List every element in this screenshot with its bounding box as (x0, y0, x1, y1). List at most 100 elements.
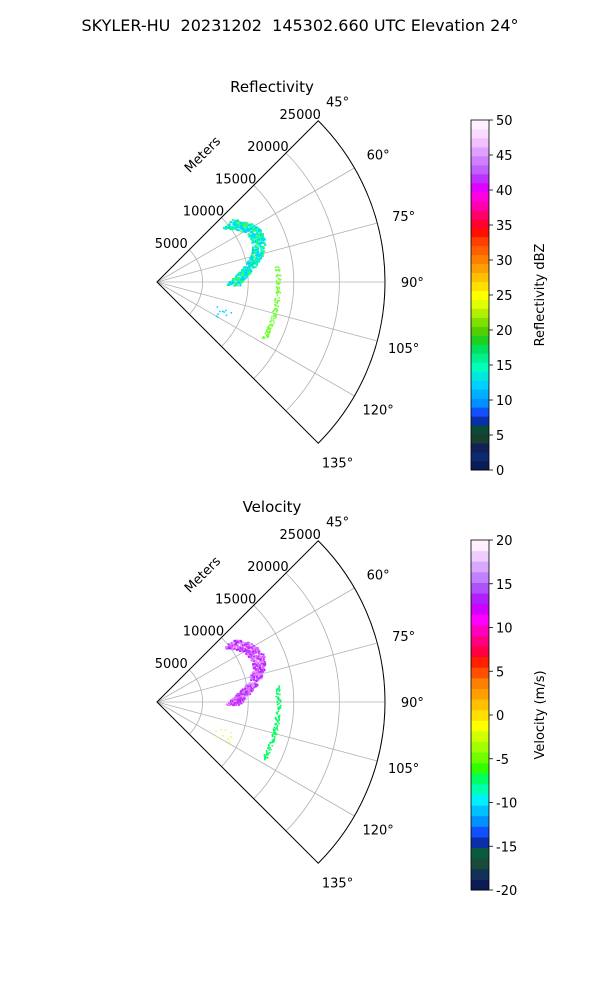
echo-pixel (225, 314, 228, 317)
echo-pixel (231, 648, 234, 651)
azimuth-tick-label: 135° (322, 457, 353, 472)
echo-pixel (256, 231, 259, 234)
echo-pixel (262, 654, 265, 657)
colorbar-tick-label: 5 (496, 429, 504, 444)
echo-pixel (279, 693, 281, 696)
echo-pixel (257, 246, 260, 249)
echo-pixel (244, 221, 247, 224)
colorbar-swatch (471, 137, 489, 148)
azimuth-tick-label: 75° (392, 630, 415, 645)
echo-pixel (263, 656, 266, 659)
echo-pixel (247, 691, 250, 694)
echo-pixel (266, 326, 269, 329)
azimuth-gridline (156, 701, 355, 817)
colorbar-swatch (471, 335, 489, 345)
echo-pixel (268, 330, 271, 332)
echo-pixel (247, 646, 250, 649)
echo-pixel (255, 256, 258, 259)
colorbar-swatch (471, 308, 489, 318)
echo-pixel (244, 644, 247, 647)
echo-pixel (276, 700, 279, 703)
echo-pixel (253, 654, 256, 657)
echo-pixel (274, 301, 276, 304)
echo-pixel (274, 297, 277, 300)
echo-pixel (250, 230, 253, 233)
echo-pixel (271, 745, 274, 747)
echo-pixel (254, 682, 257, 685)
echo-pixel (274, 723, 276, 725)
echo-pixel (259, 675, 262, 678)
echo-pixel (255, 684, 258, 687)
echo-pixel (259, 658, 262, 661)
echo-pixel (251, 235, 254, 238)
echo-pixel (227, 703, 230, 706)
echo-pixel (262, 239, 265, 242)
colorbar-swatch (471, 561, 489, 573)
echo-pixel (224, 729, 227, 731)
polar-panel-reflectivity: Reflectivity 5000 10000 15000 20000 25000 45° 6… (155, 78, 548, 479)
echo-pixel (264, 758, 266, 761)
echo-pixel (262, 237, 265, 240)
echo-pixel (278, 283, 280, 285)
echo-pixel (252, 250, 255, 253)
echo-pixel (278, 697, 280, 699)
echo-pixel (250, 261, 253, 264)
echo-pixel (264, 755, 267, 758)
echo-pixel (251, 682, 254, 685)
echo-pixel (228, 281, 231, 284)
echo-pixel (273, 739, 275, 741)
echo-pixel (279, 704, 282, 707)
echo-pixel (239, 646, 242, 649)
echo-pixel (242, 689, 245, 692)
echo-pixel (234, 221, 237, 224)
echo-pixel (278, 278, 280, 280)
echo-pixel (230, 646, 233, 649)
echo-pixel (245, 683, 248, 686)
echo-pixel (267, 335, 270, 338)
echo-pixel (241, 645, 244, 648)
echo-pixel (260, 238, 263, 241)
echo-pixel (234, 639, 237, 642)
echo-pixel (277, 721, 279, 723)
colorbar-swatch (471, 667, 489, 679)
colorbar-swatch (471, 155, 489, 166)
echo-pixel (233, 227, 236, 230)
echo-pixel (234, 281, 237, 284)
radar-echoes (215, 639, 282, 761)
echo-pixel (271, 739, 274, 742)
echo-pixel (254, 229, 257, 232)
echo-pixel (252, 246, 255, 249)
echo-pixel (262, 665, 265, 668)
echo-pixel (241, 697, 244, 700)
echo-pixel (250, 679, 253, 682)
colorbar-tick-label: 35 (496, 219, 513, 234)
echo-pixel (230, 735, 232, 738)
colorbar-tick-label: -10 (496, 797, 517, 812)
echo-pixel (240, 230, 243, 233)
echo-pixel (276, 693, 278, 696)
echo-pixel (239, 649, 242, 652)
echo-pixel (247, 262, 250, 265)
echo-pixel (257, 651, 260, 654)
azimuth-gridline (156, 167, 355, 283)
echo-pixel (276, 690, 278, 693)
echo-pixel (276, 724, 279, 726)
echo-pixel (261, 252, 264, 255)
azimuth-tick-label: 45° (326, 95, 349, 110)
echo-pixel (259, 660, 262, 663)
echo-pixel (258, 658, 261, 661)
echo-pixel (273, 309, 275, 312)
echo-pixel (237, 648, 240, 651)
echo-pixel (256, 262, 259, 265)
echo-pixel (244, 647, 247, 650)
azimuth-gridline (156, 222, 378, 283)
echo-pixel (240, 222, 243, 225)
echo-pixel (259, 666, 262, 669)
echo-pixel (260, 251, 263, 254)
echo-pixel (238, 223, 241, 226)
echo-pixel (254, 684, 257, 687)
echo-pixel (259, 673, 262, 676)
echo-pixel (270, 748, 272, 751)
colorbar-swatch (471, 272, 489, 283)
